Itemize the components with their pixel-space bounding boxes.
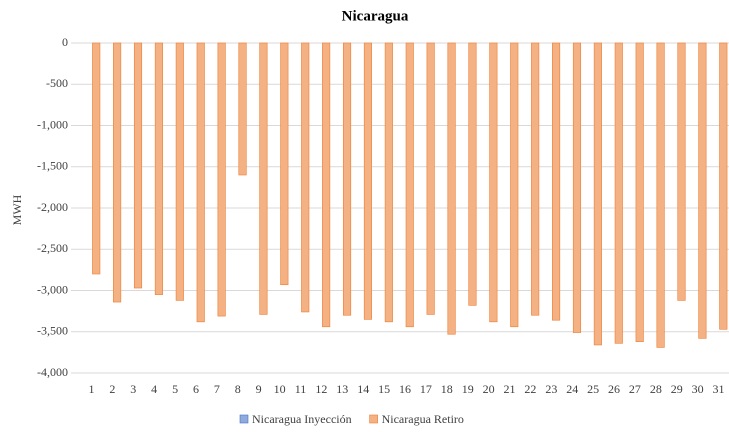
y-axis-label: MWH bbox=[10, 194, 24, 225]
bar bbox=[92, 42, 101, 275]
x-tick-label: 26 bbox=[608, 382, 620, 396]
y-tick-label: -2,500 bbox=[37, 241, 68, 255]
x-tick-label: 9 bbox=[256, 382, 262, 396]
x-tick-label: 23 bbox=[545, 382, 557, 396]
x-tick-label: 31 bbox=[713, 382, 725, 396]
bar bbox=[405, 42, 414, 328]
bar bbox=[238, 42, 247, 176]
x-tick-label: 20 bbox=[483, 382, 495, 396]
x-tick-label: 3 bbox=[130, 382, 136, 396]
y-tick-label: -1,500 bbox=[37, 159, 68, 173]
bar bbox=[614, 42, 623, 344]
legend-swatch bbox=[369, 414, 378, 424]
x-tick-label: 18 bbox=[441, 382, 453, 396]
x-tick-label: 29 bbox=[671, 382, 683, 396]
x-tick-label: 1 bbox=[88, 382, 94, 396]
x-tick-label: 5 bbox=[172, 382, 178, 396]
x-tick-label: 6 bbox=[193, 382, 199, 396]
x-tick-label: 30 bbox=[692, 382, 704, 396]
x-tick-label: 17 bbox=[420, 382, 432, 396]
bar bbox=[719, 42, 728, 330]
bar bbox=[363, 42, 372, 320]
y-tick-label: -3,500 bbox=[37, 324, 68, 338]
x-tick-label: 4 bbox=[151, 382, 157, 396]
y-tick-label: -2,000 bbox=[37, 200, 68, 214]
y-tick-label: 0 bbox=[62, 35, 68, 49]
bar bbox=[510, 42, 519, 328]
bar bbox=[342, 42, 352, 316]
bar bbox=[154, 42, 163, 295]
bar bbox=[384, 42, 393, 323]
bar bbox=[531, 42, 540, 316]
bar bbox=[133, 42, 143, 289]
bar bbox=[468, 42, 477, 306]
y-tick-label: -1,000 bbox=[37, 117, 68, 131]
x-tick-label: 7 bbox=[214, 382, 220, 396]
x-tick-label: 2 bbox=[109, 382, 115, 396]
x-tick-label: 8 bbox=[235, 382, 241, 396]
x-tick-label: 16 bbox=[399, 382, 411, 396]
y-tick-label: -4,000 bbox=[37, 365, 68, 379]
x-tick-label: 22 bbox=[524, 382, 536, 396]
x-tick-label: 24 bbox=[566, 382, 578, 396]
x-tick-label: 21 bbox=[504, 382, 516, 396]
chart-title: Nicaragua bbox=[342, 8, 409, 24]
x-tick-label: 15 bbox=[378, 382, 390, 396]
x-tick-label: 19 bbox=[462, 382, 474, 396]
bar bbox=[175, 42, 184, 301]
bar bbox=[656, 42, 665, 348]
bar bbox=[635, 42, 644, 342]
x-tick-label: 12 bbox=[315, 382, 327, 396]
x-tick-label: 14 bbox=[357, 382, 369, 396]
bar bbox=[552, 42, 561, 321]
x-tick-label: 13 bbox=[336, 382, 348, 396]
bar bbox=[280, 42, 289, 286]
bar bbox=[259, 42, 268, 315]
legend-swatch bbox=[239, 414, 249, 424]
bar bbox=[217, 42, 226, 317]
legend-label: Nicaragua Retiro bbox=[382, 412, 464, 426]
bar bbox=[572, 42, 582, 333]
bar bbox=[698, 42, 707, 339]
bar bbox=[113, 42, 122, 303]
bar bbox=[196, 42, 205, 323]
bar bbox=[301, 42, 310, 313]
x-tick-label: 11 bbox=[295, 382, 307, 396]
x-tick-label: 27 bbox=[629, 382, 641, 396]
bar bbox=[447, 42, 456, 335]
x-tick-label: 25 bbox=[587, 382, 599, 396]
bar bbox=[426, 42, 435, 315]
y-tick-label: -500 bbox=[46, 76, 68, 90]
bar bbox=[593, 42, 602, 346]
x-tick-label: 28 bbox=[650, 382, 662, 396]
bar bbox=[677, 42, 686, 301]
bar bbox=[489, 42, 498, 323]
x-tick-label: 10 bbox=[274, 382, 286, 396]
y-tick-label: -3,000 bbox=[37, 282, 68, 296]
bar bbox=[322, 42, 331, 328]
legend-label: Nicaragua Inyección bbox=[252, 412, 352, 426]
